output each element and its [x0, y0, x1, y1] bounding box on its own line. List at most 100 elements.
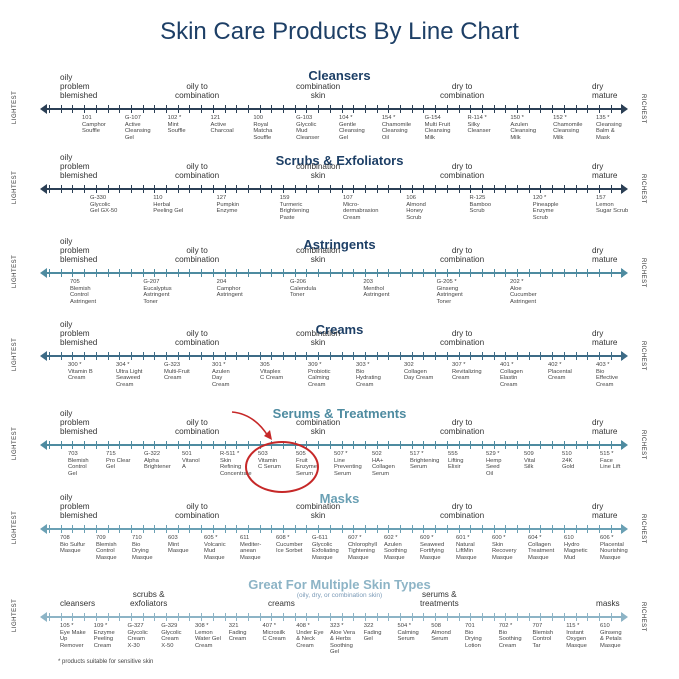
scale-axis: [40, 440, 628, 450]
product-label: 300 * Vitamin B Cream: [68, 362, 93, 382]
product-label: 502 HA+ Collagen Serum: [372, 451, 395, 477]
axis-tick: [528, 185, 530, 193]
product-label: G-329 Glycolic Cream X-50: [161, 623, 182, 649]
axis-tick: [60, 613, 62, 621]
axis-tick: [72, 185, 74, 193]
axis-tick: [84, 185, 86, 193]
axis-tick: [224, 105, 226, 113]
product-label: R-125 Bamboo Scrub: [469, 195, 492, 215]
product-label: 608 * Cucumber Ice Sorbet: [276, 535, 303, 555]
zone-label: combination skin: [296, 246, 341, 264]
axis-tick: [72, 441, 74, 449]
axis-tick: [306, 352, 308, 360]
axis-tick: [247, 105, 249, 113]
product-label: 504 * Calming Serum: [397, 623, 419, 643]
product-label: 154 * Chamomile Cleansing Oil: [381, 115, 412, 141]
zone-label: dry mature: [592, 502, 618, 520]
side-label-richest: RICHEST: [640, 341, 646, 371]
arrow-left-icon: [40, 184, 47, 194]
axis-tick: [341, 105, 343, 113]
axis-tick: [587, 441, 589, 449]
axis-tick: [364, 269, 366, 277]
axis-tick: [236, 352, 238, 360]
axis-tick: [224, 185, 226, 193]
axis-tick: [60, 105, 62, 113]
arrow-left-icon: [40, 351, 47, 361]
axis-tick: [563, 269, 565, 277]
axis-tick: [575, 269, 577, 277]
axis-tick: [247, 185, 249, 193]
axis-tick: [84, 613, 86, 621]
axis-tick: [505, 352, 507, 360]
product-label: G-205 * Ginseng Astringent Toner: [436, 279, 463, 305]
zone-label: dry to combination: [440, 82, 485, 100]
scale-axis: [40, 184, 628, 194]
axis-tick: [189, 185, 191, 193]
axis-tick: [142, 613, 144, 621]
axis-tick: [423, 352, 425, 360]
side-label-lightest: LIGHTEST: [12, 337, 18, 371]
axis-tick: [95, 441, 97, 449]
axis-tick: [247, 269, 249, 277]
product-label: 601 * Natural LiftMin Masque: [456, 535, 477, 561]
product-label: 302 Collagen Day Cream: [404, 362, 434, 382]
product-label: G-322 Alpha Brightener: [144, 451, 171, 471]
product-label: 507 * Line Preventing Serum: [334, 451, 362, 477]
arrow-right-icon: [621, 351, 628, 361]
zone-label: combination skin: [296, 502, 341, 520]
axis-tick: [364, 185, 366, 193]
axis-tick: [353, 525, 355, 533]
axis-tick: [294, 185, 296, 193]
axis-tick: [212, 269, 214, 277]
product-label: 600 * Skin Recovery Masque: [492, 535, 517, 561]
axis-tick: [423, 613, 425, 621]
axis-tick: [49, 352, 50, 360]
axis-tick: [329, 185, 331, 193]
zone-label: oily problem blemished: [60, 153, 98, 180]
axis-tick: [329, 269, 331, 277]
axis-tick: [598, 613, 600, 621]
axis-tick: [353, 441, 355, 449]
axis-tick: [400, 105, 401, 113]
section-title: Creams: [315, 322, 364, 337]
product-label: 308 * Lemon Water Gel Cream: [195, 623, 221, 649]
arrow-left-icon: [40, 268, 47, 278]
axis-tick: [341, 269, 343, 277]
product-label: 401 * Collagen Elastin Cream: [500, 362, 523, 388]
axis-tick: [458, 441, 460, 449]
axis-tick: [458, 185, 460, 193]
axis-tick: [552, 185, 554, 193]
product-label: 510 24K Gold: [562, 451, 575, 471]
axis-tick: [189, 441, 191, 449]
axis-tick: [84, 269, 86, 277]
axis-tick: [411, 352, 413, 360]
axis-tick: [107, 525, 109, 533]
highlight-circle: [245, 441, 319, 493]
product-label: G-107 Active Cleansing Gel: [124, 115, 151, 141]
product-label: 159 Turmeric Brightening Paste: [279, 195, 310, 221]
axis-tick: [528, 525, 530, 533]
axis-tick: [411, 441, 413, 449]
product-label: 150 * Azulen Cleansing Milk: [510, 115, 537, 141]
product-label: G-330 Glycolic Gel GX-50: [90, 195, 118, 215]
axis-tick: [130, 525, 132, 533]
axis-tick: [610, 105, 612, 113]
axis-tick: [107, 352, 109, 360]
arrow-left-icon: [40, 524, 47, 534]
scale-axis: [40, 524, 628, 534]
axis-tick: [271, 105, 273, 113]
axis-tick: [587, 105, 589, 113]
product-label: 407 * Microsilk C Cream: [262, 623, 286, 643]
axis-tick: [400, 441, 401, 449]
axis-tick: [154, 525, 156, 533]
product-label: 202 * Aloe Cucumber Astringent: [510, 279, 537, 305]
axis-tick: [552, 613, 554, 621]
arrow-left-icon: [40, 104, 47, 114]
axis-tick: [271, 185, 273, 193]
product-label: 403 * Bio Effective Cream: [596, 362, 619, 388]
axis-tick: [364, 105, 366, 113]
axis-tick: [364, 441, 366, 449]
axis-tick: [446, 441, 448, 449]
axis-tick: [376, 613, 378, 621]
axis-tick: [493, 613, 495, 621]
